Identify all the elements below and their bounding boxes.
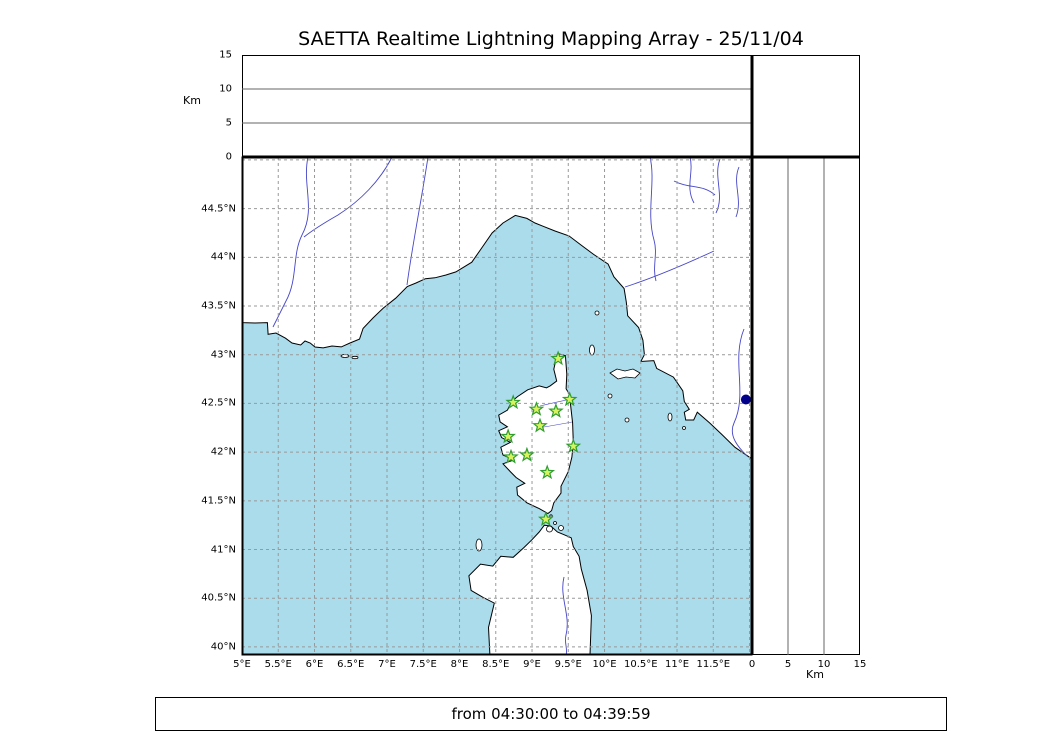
map-panel [242, 157, 752, 655]
top-panel-grid [242, 88, 752, 124]
station-marker [539, 464, 556, 480]
altitude-axis-label-top: Km [183, 94, 201, 107]
apennine-stream-4 [673, 180, 716, 196]
altitude-axis-label-right: Km [806, 668, 824, 681]
montecristo-island [624, 417, 630, 423]
station-marker [561, 391, 578, 407]
arno-river [624, 250, 715, 288]
altitude-longitude-panel [242, 55, 752, 157]
map-markers [500, 350, 751, 527]
station-marker [528, 401, 545, 416]
var-river [406, 157, 429, 286]
station-marker [532, 417, 548, 433]
map-grid [242, 157, 752, 655]
station-marker [500, 428, 516, 444]
sardinia-river [562, 576, 568, 655]
time-range-label: from 04:30:00 to 04:39:59 [451, 705, 651, 723]
figure-title: SAETTA Realtime Lightning Mapping Array … [298, 28, 804, 50]
giannutri-island [682, 426, 686, 430]
maddalena-island [546, 525, 553, 533]
hyeres-island-2 [351, 355, 359, 360]
elba-island [609, 368, 641, 380]
station-marker [505, 394, 522, 410]
station-marker [565, 438, 582, 453]
tiber-river [731, 328, 748, 457]
station-marker [548, 402, 564, 418]
sardinia-island [468, 524, 592, 655]
asinara-island [475, 538, 483, 552]
station-marker [519, 446, 535, 462]
corner-panel [752, 55, 860, 157]
rhone-river [272, 157, 309, 328]
strait-islet [553, 521, 557, 525]
capraia-island [589, 344, 595, 356]
mainland-coast [242, 157, 752, 460]
station-marker [537, 511, 554, 527]
detection-point [740, 394, 751, 405]
station-marker [503, 448, 519, 464]
ligurian-stream [649, 157, 657, 282]
right-panel-grid [787, 157, 825, 655]
station-marker [550, 350, 566, 366]
pianosa-island [607, 393, 613, 399]
giglio-island [667, 412, 673, 422]
caprera-island [558, 525, 564, 531]
time-range-box: from 04:30:00 to 04:39:59 [155, 697, 947, 731]
apennine-stream-3 [735, 166, 740, 218]
apennine-stream-1 [689, 157, 695, 204]
altitude-latitude-panel [752, 157, 860, 655]
gorgona-island [594, 310, 600, 316]
